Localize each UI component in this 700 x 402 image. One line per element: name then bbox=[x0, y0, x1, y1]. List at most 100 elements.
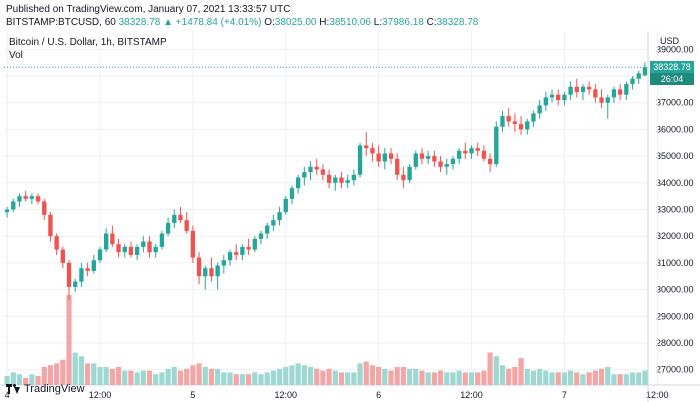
volume-bar bbox=[23, 377, 29, 385]
candle-body bbox=[295, 177, 301, 189]
candle-body bbox=[141, 241, 146, 247]
candle-body bbox=[333, 177, 338, 183]
candle-body bbox=[326, 174, 332, 183]
volume-bar bbox=[462, 372, 468, 385]
candle-body bbox=[593, 89, 598, 98]
volume-bar bbox=[72, 352, 78, 385]
volume-bar bbox=[109, 368, 115, 385]
volume-bar bbox=[264, 372, 270, 385]
volume-bar bbox=[103, 367, 109, 385]
volume-bar bbox=[611, 374, 617, 385]
volume-bar bbox=[301, 365, 307, 385]
price-tick-label: 34000.00 bbox=[656, 178, 694, 188]
candle-body bbox=[556, 94, 561, 101]
volume-bar bbox=[47, 365, 54, 385]
volume-bar bbox=[29, 374, 35, 385]
candle-body bbox=[277, 212, 282, 221]
candle-body bbox=[642, 67, 648, 76]
candle-body bbox=[221, 260, 226, 266]
candle-body bbox=[23, 196, 28, 199]
volume-bar bbox=[270, 370, 276, 385]
chart-area[interactable]: 39000.0038000.0037000.0036000.0035000.00… bbox=[0, 31, 700, 402]
candlestick-chart[interactable]: 39000.0038000.0037000.0036000.0035000.00… bbox=[0, 31, 700, 402]
volume-bar bbox=[580, 374, 586, 385]
volume-bar bbox=[543, 370, 549, 385]
volume-bar bbox=[629, 372, 636, 385]
volume-bar bbox=[91, 363, 97, 385]
footer-brand[interactable]: TradingView bbox=[6, 383, 85, 395]
volume-bar bbox=[468, 372, 475, 385]
volume-bar bbox=[506, 368, 512, 385]
candle-body bbox=[314, 166, 319, 170]
candle-body bbox=[134, 246, 140, 255]
tradingview-logo-icon bbox=[6, 384, 20, 394]
volume-bar bbox=[605, 367, 611, 385]
time-tick-label: 12:00 bbox=[460, 390, 483, 400]
price-tick-label: 27000.00 bbox=[656, 365, 694, 375]
price-tick-label: 31000.00 bbox=[656, 258, 694, 268]
last-price-value: 38328.78 bbox=[118, 17, 161, 28]
candle-body bbox=[463, 150, 468, 154]
price-tick-label: 33000.00 bbox=[656, 205, 694, 215]
volume-bar bbox=[245, 374, 252, 385]
volume-bar bbox=[400, 367, 407, 385]
candle-body bbox=[426, 156, 431, 159]
volume-bar bbox=[351, 372, 357, 385]
candle-body bbox=[110, 233, 115, 245]
time-tick-label: 12:00 bbox=[646, 390, 669, 400]
volume-bar bbox=[357, 363, 363, 385]
close-label: C: bbox=[426, 17, 437, 28]
candle-body bbox=[147, 241, 152, 253]
last-price-tag: 38328.78 bbox=[650, 61, 694, 74]
volume-bar bbox=[437, 370, 444, 385]
volume-bar bbox=[363, 361, 369, 385]
candle-body bbox=[172, 214, 177, 223]
candle-body bbox=[165, 222, 171, 234]
candle-body bbox=[48, 214, 53, 237]
time-tick-label: 6 bbox=[376, 390, 381, 400]
candle-body bbox=[525, 121, 530, 130]
candle-body bbox=[42, 201, 47, 215]
volume-bar bbox=[425, 372, 431, 385]
high-value: 38510.06 bbox=[329, 17, 371, 28]
candle-body bbox=[234, 252, 239, 255]
volume-bar bbox=[574, 372, 580, 385]
volume-bar bbox=[84, 363, 91, 385]
volume-bar bbox=[276, 368, 283, 385]
candle-body bbox=[215, 265, 220, 277]
volume-bar bbox=[493, 356, 499, 385]
candle-body bbox=[432, 156, 437, 162]
candle-body bbox=[444, 164, 449, 167]
volume-bar bbox=[481, 370, 487, 385]
price-tick-label: 36000.00 bbox=[656, 124, 694, 134]
candle-body bbox=[116, 244, 121, 253]
volume-bar bbox=[475, 372, 481, 385]
candle-body bbox=[122, 246, 127, 253]
volume-bar bbox=[345, 372, 351, 385]
volume-bar bbox=[512, 367, 518, 385]
volume-bar bbox=[314, 368, 320, 385]
volume-bar bbox=[146, 370, 153, 385]
price-axis-currency: USD bbox=[660, 36, 680, 46]
volume-bar bbox=[382, 368, 388, 385]
candle-body bbox=[153, 246, 158, 253]
volume-bar bbox=[153, 374, 159, 385]
candle-body bbox=[320, 169, 326, 175]
candle-body bbox=[407, 166, 412, 181]
volume-bar bbox=[171, 367, 177, 385]
candle-body bbox=[258, 233, 264, 239]
volume-bar bbox=[177, 370, 184, 385]
candle-body bbox=[481, 150, 487, 159]
volume-bar bbox=[598, 368, 605, 385]
brand-name: TradingView bbox=[24, 383, 85, 395]
candle-body bbox=[494, 126, 499, 165]
candle-body bbox=[252, 238, 257, 250]
volume-bar bbox=[332, 370, 338, 385]
volume-bar bbox=[499, 365, 506, 385]
candle-body bbox=[518, 124, 524, 130]
candle-body bbox=[599, 97, 604, 103]
candle-body bbox=[357, 145, 363, 175]
volume-bar bbox=[456, 370, 462, 385]
volume-bar bbox=[115, 367, 122, 385]
candle-body bbox=[438, 161, 443, 167]
